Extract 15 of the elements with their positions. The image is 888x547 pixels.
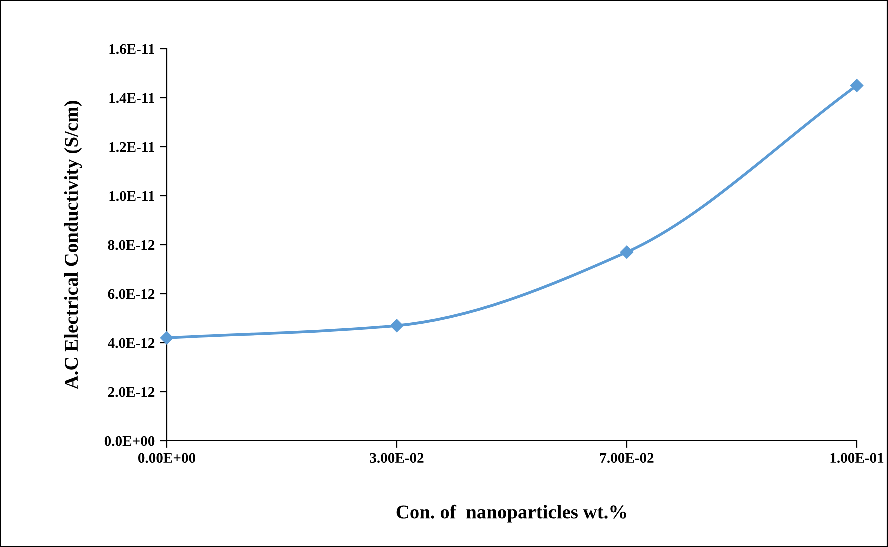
x-tick-label: 3.00E-02 (370, 453, 424, 464)
y-tick-label: 1.6E-11 (110, 44, 154, 54)
y-tick-label: 0.0E+00 (104, 436, 155, 446)
y-tick-label: 6.0E-12 (108, 289, 155, 300)
y-tick-label: 8.0E-12 (108, 240, 155, 250)
x-axis-title: Con. of nanoparticles wt.% (396, 504, 626, 523)
y-tick-label: 2.0E-12 (108, 387, 155, 398)
x-tick-label: 7.00E-02 (600, 453, 654, 464)
x-tick-label: 1.00E-01 (830, 453, 884, 464)
y-tick-label: 1.0E-11 (110, 191, 154, 202)
y-axis-title: A.C Electrical Conductivity (S/cm) (64, 101, 82, 390)
y-tick-label: 1.4E-11 (110, 93, 154, 104)
y-tick-label: 4.0E-12 (108, 338, 155, 348)
x-tick-label: 0.00E+00 (138, 453, 196, 464)
y-tick-label: 1.2E-11 (110, 142, 154, 152)
